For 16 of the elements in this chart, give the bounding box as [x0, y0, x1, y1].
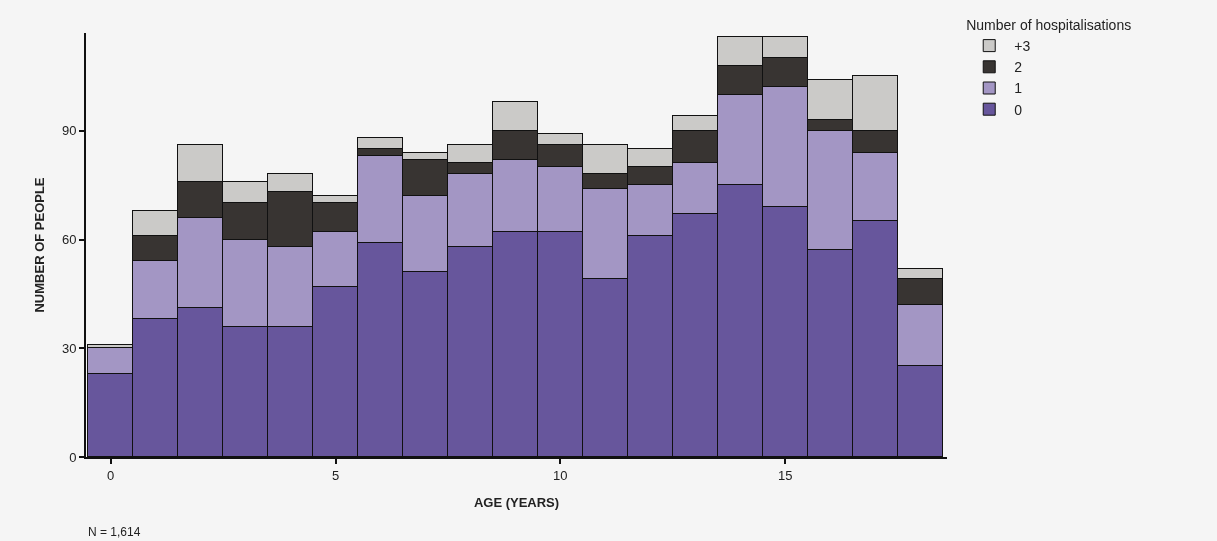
x-tick-label: 15 — [777, 467, 793, 483]
legend-label: +3 — [1014, 38, 1031, 55]
y-tick-label: 0 — [69, 449, 77, 465]
y-tick-label: 30 — [61, 340, 77, 356]
y-tick-label: 90 — [61, 123, 77, 139]
y-tick-label: 60 — [61, 232, 77, 248]
text: N = 1,614 — [88, 525, 141, 539]
y-axis-title: NUMBER OF PEOPLE — [32, 177, 48, 313]
legend-label: 0 — [1014, 101, 1023, 118]
legend-label: 2 — [1014, 59, 1023, 76]
x-tick-label: 0 — [107, 467, 115, 483]
x-tick-label: 5 — [331, 467, 340, 483]
legend-title: Number of hospitalisations — [966, 17, 1132, 33]
legend-label: 1 — [1014, 80, 1023, 97]
x-axis-title: AGE (YEARS) — [473, 495, 560, 510]
x-tick-label: 10 — [553, 467, 568, 483]
